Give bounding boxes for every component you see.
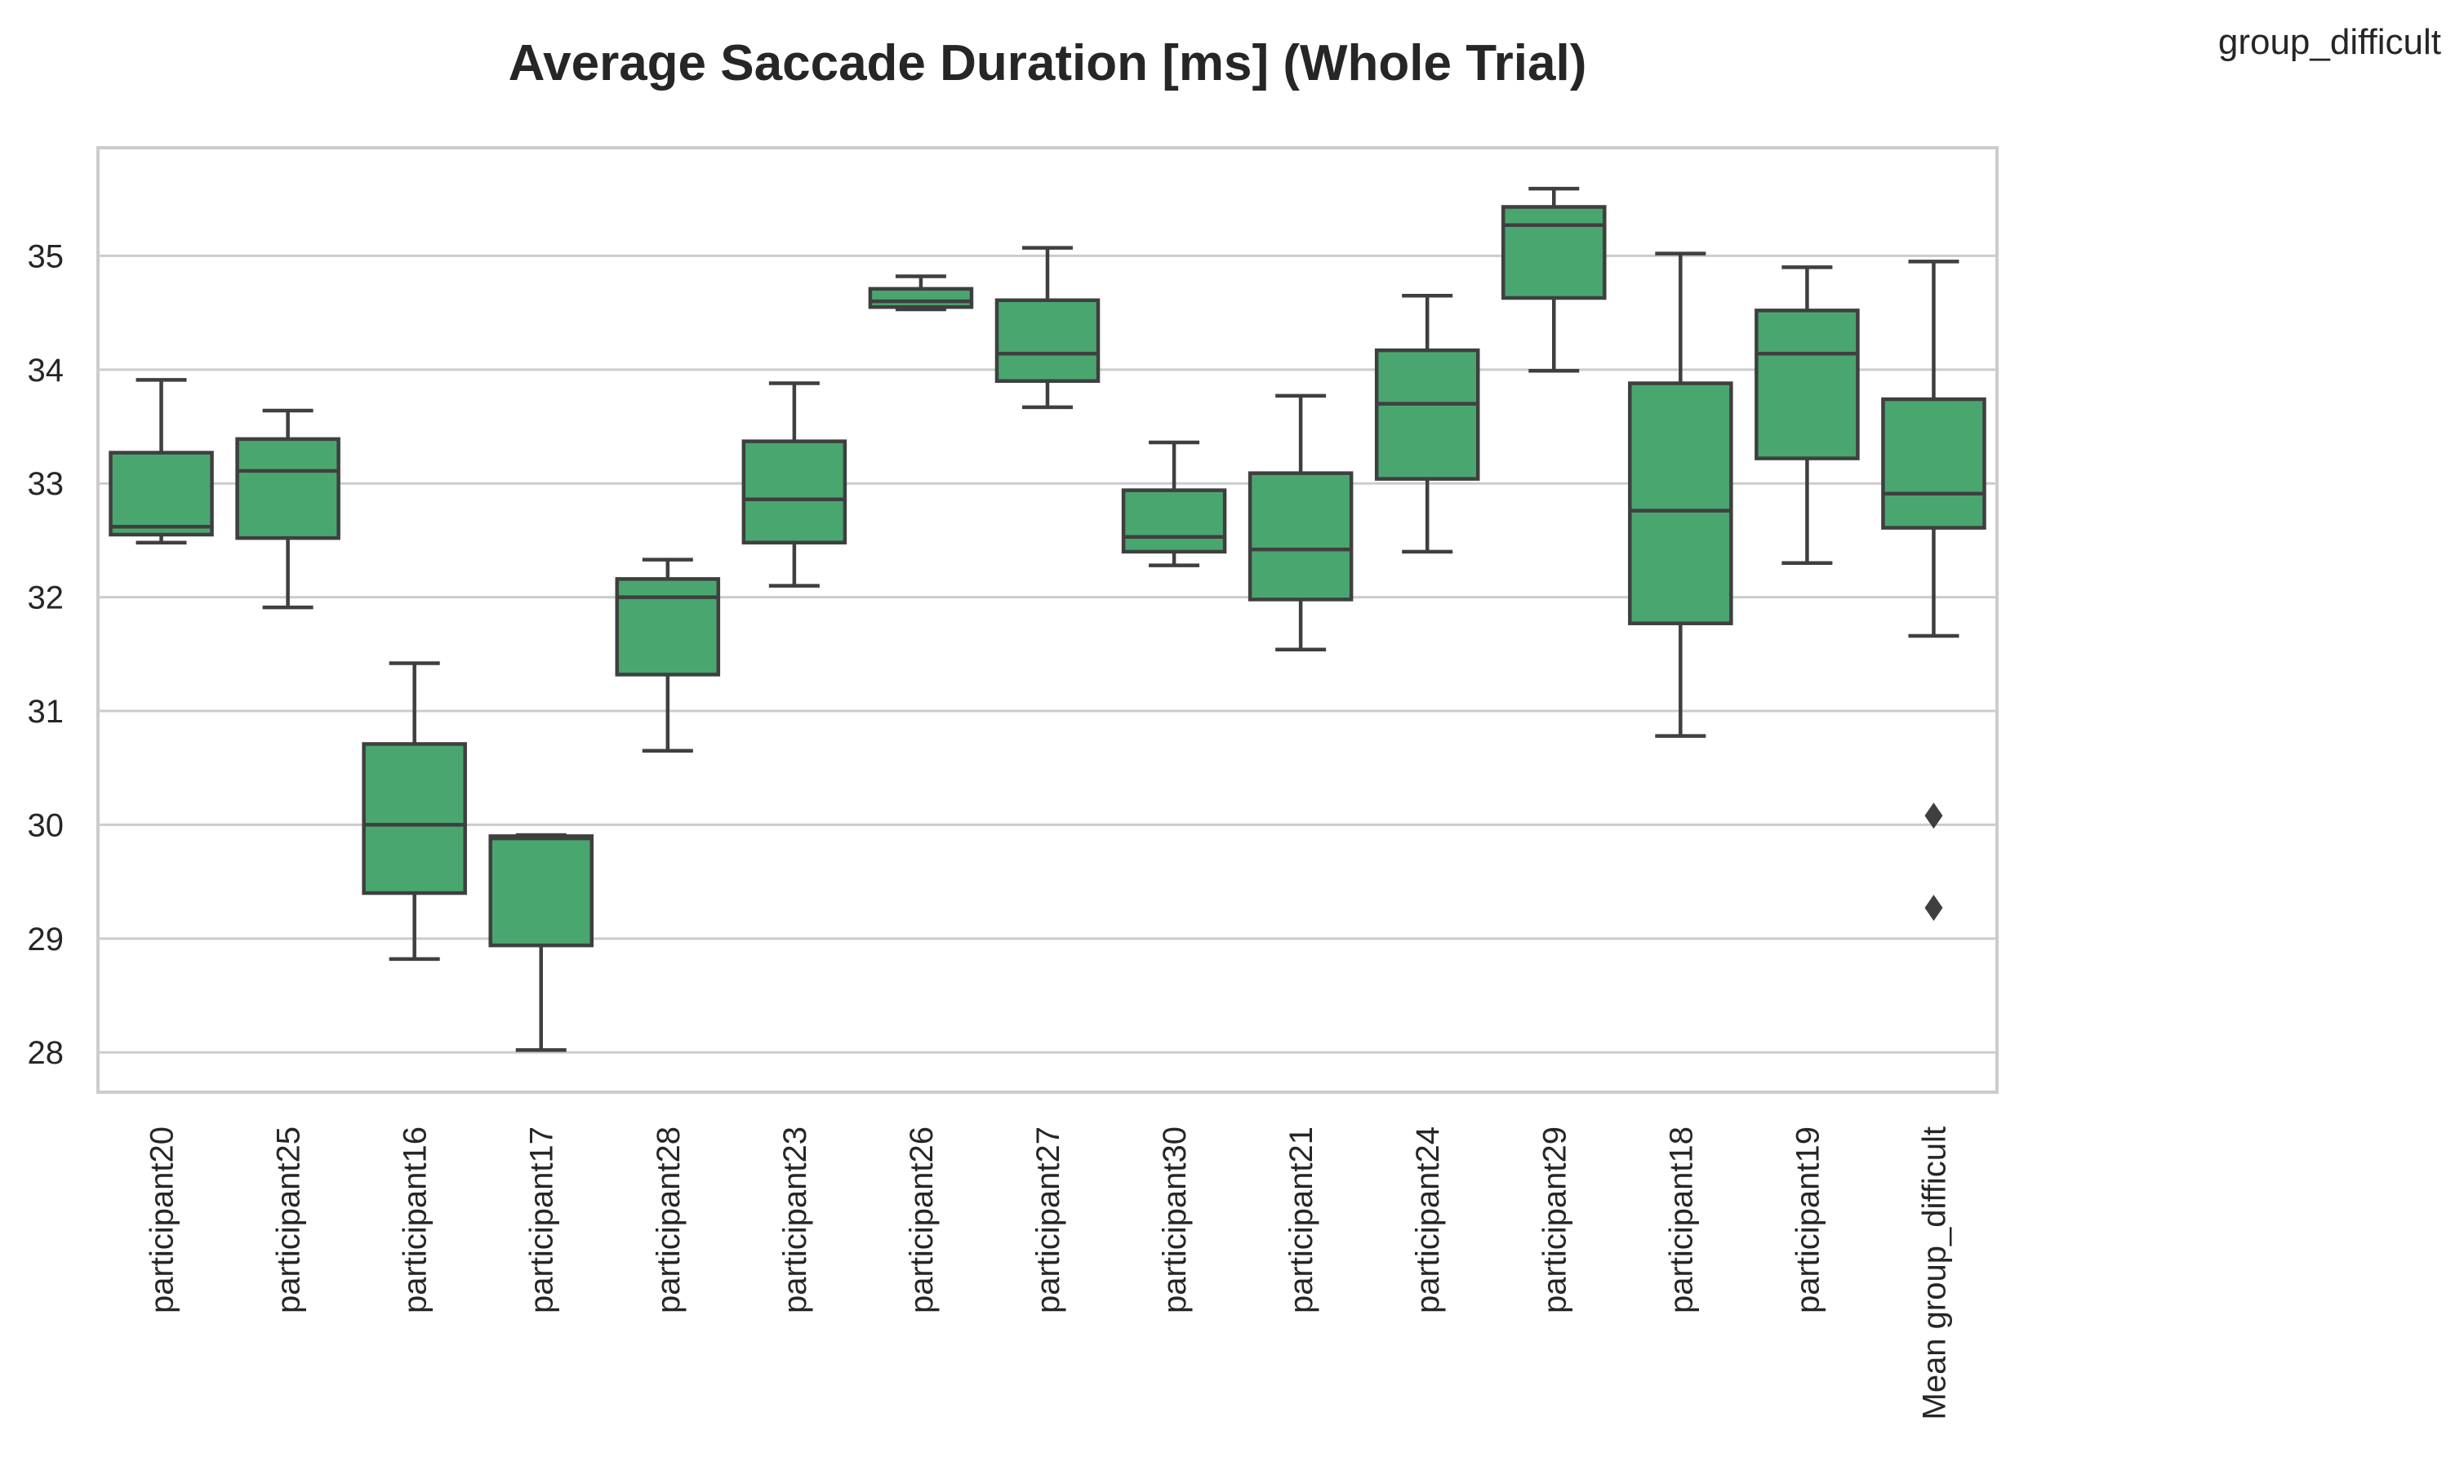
x-tick-label: participant16 xyxy=(398,1126,434,1313)
legend-title: group_difficult xyxy=(2218,22,2441,62)
x-tick-label: participant18 xyxy=(1663,1126,1699,1313)
chart-title: Average Saccade Duration [ms] (Whole Tri… xyxy=(509,35,1587,91)
x-tick-label: participant25 xyxy=(271,1126,307,1313)
x-tick-label: participant24 xyxy=(1410,1126,1446,1313)
y-tick-label: 32 xyxy=(28,580,64,616)
box xyxy=(615,577,721,677)
y-tick-label: 28 xyxy=(28,1035,64,1071)
y-tick-label: 29 xyxy=(28,922,64,957)
box xyxy=(1248,471,1354,602)
y-tick-label: 35 xyxy=(28,238,64,274)
y-axis-ticks: 28 29 30 31 32 33 34 35 xyxy=(28,238,64,1071)
y-tick-label: 34 xyxy=(28,353,64,389)
x-tick-label: participant21 xyxy=(1283,1126,1319,1313)
box xyxy=(362,742,467,895)
box xyxy=(1374,348,1480,481)
x-tick-label: participant17 xyxy=(524,1126,560,1313)
box xyxy=(1501,205,1607,300)
x-tick-label: participant20 xyxy=(145,1126,180,1313)
box xyxy=(1121,488,1227,554)
box xyxy=(868,287,974,309)
outlier-point xyxy=(1924,802,1943,829)
box-series xyxy=(109,186,1986,1052)
x-tick-label: participant27 xyxy=(1030,1126,1066,1313)
x-tick-label: participant30 xyxy=(1157,1126,1193,1313)
x-tick-label: participant19 xyxy=(1790,1126,1826,1313)
box xyxy=(235,437,340,540)
outlier-point xyxy=(1924,895,1943,922)
x-tick-label: participant29 xyxy=(1537,1126,1572,1313)
x-tick-label: participant23 xyxy=(777,1126,813,1313)
x-tick-label: participant26 xyxy=(904,1126,940,1313)
box xyxy=(1881,397,1986,530)
box xyxy=(994,298,1101,384)
y-tick-label: 31 xyxy=(28,694,64,730)
box xyxy=(109,451,214,537)
x-tick-label: participant28 xyxy=(651,1126,687,1313)
plot-frame xyxy=(96,146,1999,1094)
box xyxy=(1755,309,1860,460)
x-axis-ticks: participant20 participant25 participant16 p… xyxy=(145,1126,1953,1420)
y-tick-label: 30 xyxy=(28,807,64,843)
box xyxy=(741,439,847,544)
x-tick-label: Mean group_difficult xyxy=(1916,1126,1952,1420)
box xyxy=(1628,381,1733,625)
y-tick-label: 33 xyxy=(28,466,64,502)
box xyxy=(488,834,594,948)
